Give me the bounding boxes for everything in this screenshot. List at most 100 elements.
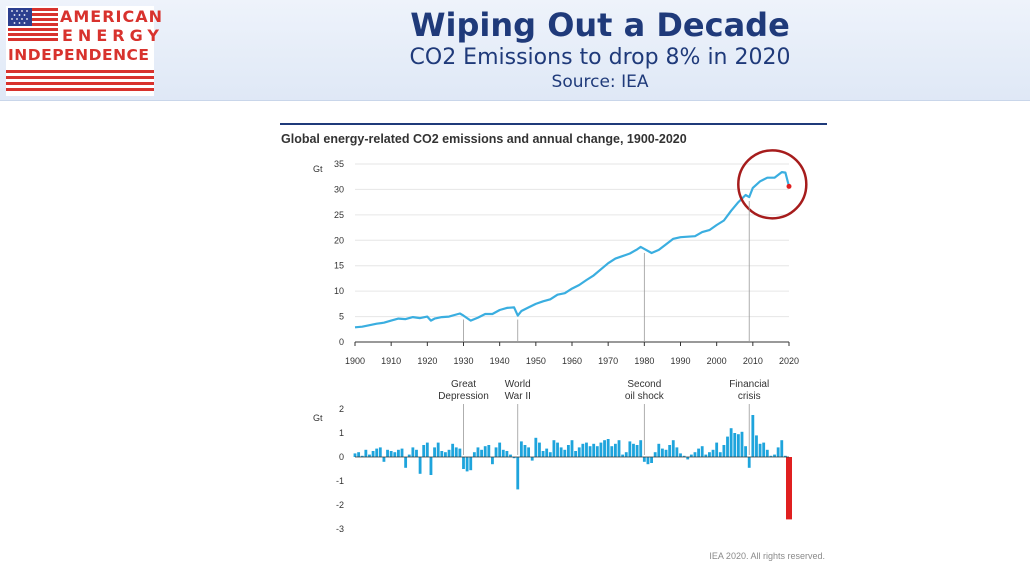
bar-1969 — [603, 440, 606, 457]
y-tick-label: 15 — [334, 261, 344, 271]
bar-1960 — [570, 440, 574, 457]
annotation-label: Second — [627, 379, 661, 390]
bar-2004 — [729, 428, 733, 457]
x-tick-label: 2010 — [743, 356, 763, 366]
bar-1911 — [393, 452, 397, 457]
bar-1974 — [621, 454, 625, 457]
bar-1992 — [686, 457, 690, 460]
annotation-label: War II — [505, 391, 531, 402]
bar-1955 — [552, 440, 556, 457]
bar-1904 — [368, 454, 371, 457]
y-tick-label: 25 — [334, 210, 344, 220]
bar-1989 — [675, 447, 679, 457]
bar-1932 — [469, 457, 473, 471]
bar-1929 — [458, 448, 462, 457]
bar-1943 — [509, 454, 512, 457]
bar-1910 — [389, 451, 393, 457]
bar-2018 — [780, 440, 784, 457]
bar-1928 — [454, 447, 458, 457]
bar-1956 — [556, 442, 559, 457]
bar-2019 — [783, 455, 787, 457]
bar-2000 — [715, 442, 719, 457]
bar-1951 — [538, 442, 541, 457]
y-axis-label: Gt — [313, 413, 323, 423]
bar-1976 — [628, 441, 632, 457]
bar-1968 — [599, 442, 603, 457]
bar-2016 — [773, 454, 776, 457]
x-tick-label: 1990 — [670, 356, 690, 366]
bar-2017 — [776, 447, 780, 457]
bar-1991 — [682, 455, 686, 457]
bar-1905 — [371, 451, 375, 457]
source-note: Source: IEA — [551, 72, 649, 92]
bar-1937 — [487, 445, 491, 457]
y-tick-label: 2 — [339, 404, 344, 414]
x-tick-label: 2020 — [779, 356, 799, 366]
emissions-line — [354, 171, 791, 329]
bar-1914 — [404, 457, 408, 468]
x-tick-label: 1940 — [490, 356, 510, 366]
bar-1930 — [462, 457, 465, 469]
bar-1972 — [613, 443, 617, 457]
bar-1921 — [429, 457, 433, 475]
bar-1982 — [650, 457, 653, 463]
bar-1990 — [679, 453, 682, 457]
bar-2020 — [786, 457, 792, 520]
bar-2008 — [744, 446, 748, 457]
bar-1973 — [617, 440, 621, 457]
page-title: Wiping Out a Decade — [410, 6, 790, 44]
bar-1953 — [545, 448, 549, 457]
bar-1988 — [671, 440, 675, 457]
bar-2014 — [765, 449, 769, 457]
bar-1941 — [501, 449, 505, 457]
y-tick-label: 10 — [334, 286, 344, 296]
bar-1913 — [400, 448, 404, 457]
annotation-label: oil shock — [625, 391, 665, 402]
bar-2011 — [755, 435, 758, 457]
bar-1967 — [595, 446, 599, 457]
bar-2013 — [762, 442, 766, 457]
annotation-label: Financial — [729, 379, 769, 390]
bar-1903 — [364, 449, 368, 457]
bar-1980 — [642, 457, 646, 462]
bar-1949 — [530, 457, 534, 461]
bar-1944 — [512, 457, 516, 459]
bar-2001 — [718, 452, 722, 457]
bar-2015 — [769, 455, 773, 457]
y-tick-label: -1 — [336, 476, 344, 486]
bar-1979 — [639, 440, 643, 457]
y-tick-label: 1 — [339, 428, 344, 438]
bar-1978 — [635, 445, 639, 457]
bar-1922 — [433, 447, 436, 457]
bar-1920 — [425, 442, 429, 457]
bar-1945 — [516, 457, 520, 490]
annotation-label: crisis — [738, 391, 761, 402]
bar-1997 — [704, 454, 708, 457]
bar-1959 — [566, 445, 570, 457]
x-tick-label: 1930 — [453, 356, 473, 366]
annotation-label: World — [505, 379, 531, 390]
chart-title: Global energy-related CO2 emissions and … — [281, 132, 687, 146]
logo-text-line2: ENERGY — [62, 26, 164, 45]
bar-1935 — [480, 449, 483, 457]
x-tick-label: 1920 — [417, 356, 437, 366]
x-tick-label: 1970 — [598, 356, 618, 366]
y-tick-label: -3 — [336, 524, 344, 534]
highlight-point-2020 — [786, 183, 792, 189]
bar-1939 — [494, 447, 498, 457]
x-tick-label: 1980 — [634, 356, 654, 366]
bar-1924 — [440, 451, 444, 457]
bar-1940 — [498, 442, 502, 457]
bar-1994 — [693, 452, 697, 457]
highlight-circle — [737, 149, 808, 220]
bar-1925 — [444, 452, 447, 457]
bar-1986 — [664, 449, 668, 457]
annotation-label: Great — [451, 379, 476, 390]
bar-1975 — [624, 452, 628, 457]
bar-1966 — [592, 443, 596, 457]
bar-1985 — [661, 448, 664, 457]
bar-1918 — [418, 457, 422, 474]
y-tick-label: 5 — [339, 312, 344, 322]
x-tick-label: 1900 — [345, 356, 365, 366]
bar-1952 — [541, 451, 545, 457]
